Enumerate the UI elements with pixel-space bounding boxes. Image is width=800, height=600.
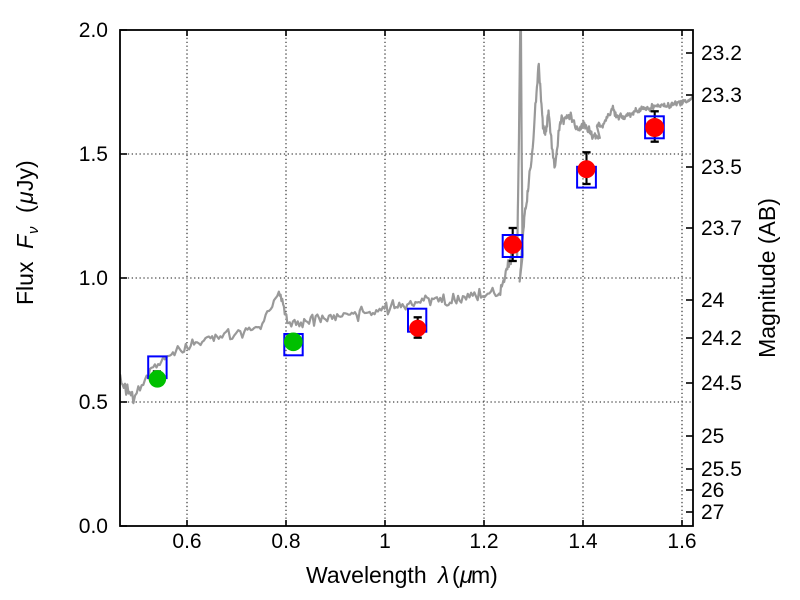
svg-text:Jy): Jy) <box>12 160 38 191</box>
svg-text:Wavelength: Wavelength <box>306 562 427 588</box>
svg-text:25: 25 <box>701 425 724 448</box>
svg-text:27: 27 <box>701 501 724 524</box>
svg-text:F: F <box>12 233 38 249</box>
svg-text:23.3: 23.3 <box>701 84 742 107</box>
svg-text:(: ( <box>12 205 38 213</box>
svg-text:24.2: 24.2 <box>701 327 742 350</box>
svg-text:0.0: 0.0 <box>79 515 108 538</box>
svg-text:26: 26 <box>701 479 724 502</box>
svg-text:1.5: 1.5 <box>79 143 108 166</box>
svg-text:0.8: 0.8 <box>271 530 300 553</box>
svg-text:0.5: 0.5 <box>79 391 108 414</box>
svg-text:24: 24 <box>701 289 725 312</box>
svg-text:λ: λ <box>436 562 449 588</box>
svg-text:Flux: Flux <box>12 261 38 305</box>
svg-text:25.5: 25.5 <box>701 458 742 481</box>
svg-text:1: 1 <box>379 530 391 553</box>
svg-text:1.6: 1.6 <box>667 530 696 553</box>
svg-text:ν: ν <box>25 226 42 234</box>
svg-text:1.4: 1.4 <box>568 530 598 553</box>
svg-text:23.2: 23.2 <box>701 42 742 65</box>
svg-text:(: ( <box>452 562 460 588</box>
svg-text:23.5: 23.5 <box>701 156 742 179</box>
svg-text:Magnitude (AB): Magnitude (AB) <box>754 198 780 358</box>
svg-text:1.0: 1.0 <box>79 267 108 290</box>
svg-text:μ: μ <box>12 191 38 205</box>
svg-text:m): m) <box>471 562 498 588</box>
svg-text:2.0: 2.0 <box>79 19 108 42</box>
svg-text:24.5: 24.5 <box>701 372 742 395</box>
svg-text:23.7: 23.7 <box>701 217 742 240</box>
svg-text:1.2: 1.2 <box>469 530 498 553</box>
svg-text:0.6: 0.6 <box>172 530 201 553</box>
